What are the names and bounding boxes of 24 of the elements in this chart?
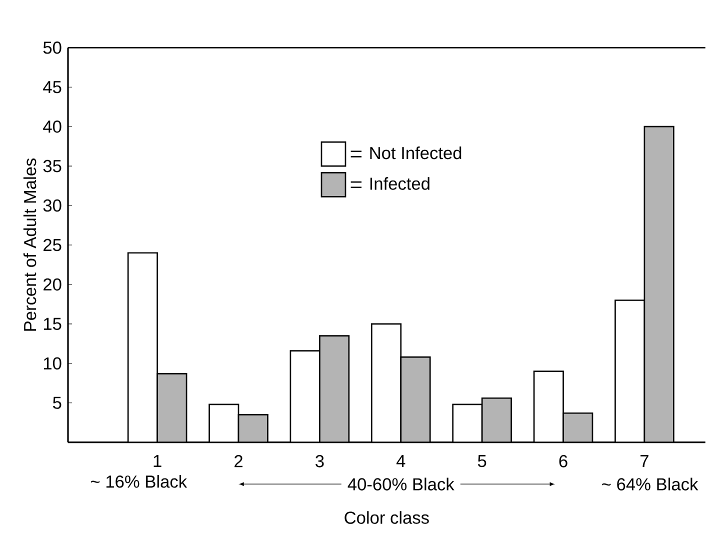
y-tick-label: 30 <box>43 199 62 212</box>
y-tick-label: 45 <box>43 81 62 94</box>
y-tick-label: 50 <box>43 42 62 54</box>
x-tick-label: 4 <box>396 455 406 467</box>
x-tick-label: 2 <box>234 455 242 468</box>
x-tick-label: 5 <box>478 455 486 468</box>
text: ~ 16% Black <box>91 475 188 488</box>
x-tick-label: 1 <box>154 455 162 467</box>
y-tick-label: 35 <box>43 160 62 172</box>
x-tick-label: 7 <box>640 455 648 467</box>
y-tick-label: 5 <box>53 396 62 409</box>
y-tick-label: 40 <box>43 120 62 133</box>
y-axis-title: Percent of Adult Males <box>23 158 36 331</box>
legend-label: Infected <box>370 177 430 190</box>
y-tick-label: 15 <box>44 318 62 330</box>
x-tick-label: 6 <box>559 455 568 468</box>
x-tick-label: 3 <box>316 455 324 468</box>
text: 40-60% Black <box>348 478 454 490</box>
y-tick-label: 10 <box>44 357 62 370</box>
y-tick-label: 20 <box>44 278 62 291</box>
x-axis-title: Color class <box>344 511 429 524</box>
text: ~ 64% Black <box>602 478 698 490</box>
legend-label: Not Infected <box>370 146 462 160</box>
y-tick-label: 25 <box>44 238 62 252</box>
